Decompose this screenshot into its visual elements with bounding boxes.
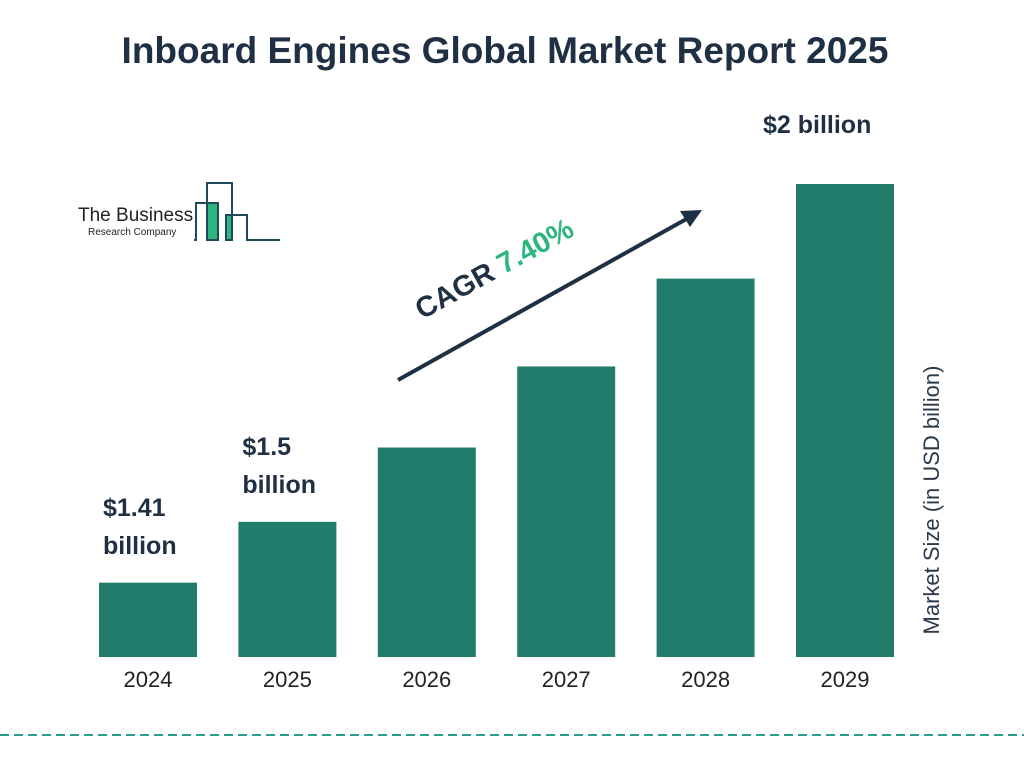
x-tick-label: 2028 — [681, 667, 730, 692]
data-label-value: $1.41 — [103, 493, 166, 522]
cagr-arrow — [397, 215, 691, 382]
data-label-unit: billion — [103, 531, 177, 560]
x-tick-label: 2027 — [542, 667, 591, 692]
cagr-arrowhead — [680, 210, 702, 227]
data-label-unit: billion — [242, 470, 316, 499]
company-logo: The Business Research Company — [78, 205, 193, 238]
x-tick-label: 2025 — [263, 667, 312, 692]
chart-title: Inboard Engines Global Market Report 202… — [121, 30, 889, 71]
data-label: $1.5 billion — [242, 428, 316, 504]
data-label: $2 billion — [763, 106, 871, 144]
bar-2027 — [517, 366, 616, 657]
bar-2029 — [796, 184, 894, 657]
y-axis-label: Market Size (in USD billion) — [919, 365, 944, 635]
data-label-value: $2 billion — [763, 111, 872, 139]
logo-text-line2: Research Company — [88, 227, 177, 238]
x-tick-label: 2029 — [821, 667, 870, 692]
logo-graphic — [194, 182, 280, 241]
bar-2028 — [656, 278, 755, 657]
x-tick-label: 2024 — [124, 667, 173, 692]
logo-text-line1: The Business — [78, 205, 194, 226]
bar-2026 — [377, 447, 476, 657]
bar-2025 — [238, 521, 337, 657]
x-tick-label: 2026 — [402, 667, 451, 692]
bar-2024 — [99, 582, 197, 657]
data-label: $1.41 billion — [103, 489, 177, 565]
data-label-value: $1.5 — [242, 432, 292, 461]
